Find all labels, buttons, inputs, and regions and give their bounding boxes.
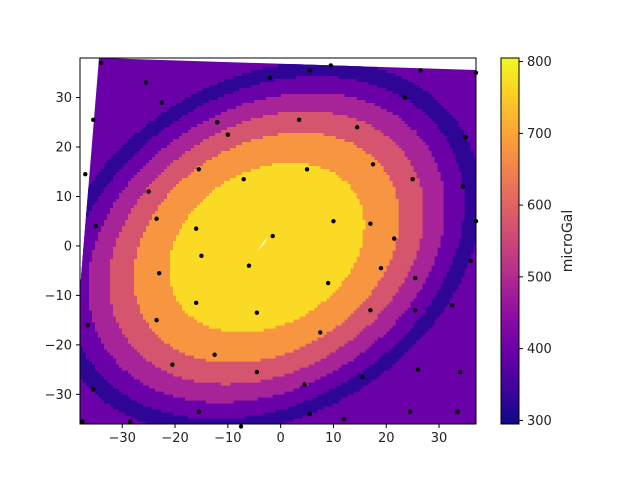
colorbar-tick-label: 500 — [527, 270, 552, 285]
station-point — [413, 276, 417, 280]
station-point — [247, 264, 251, 268]
station-point — [463, 135, 467, 139]
station-point — [410, 177, 414, 181]
station-point — [392, 236, 396, 240]
station-point — [360, 375, 364, 379]
colorbar-gradient — [501, 58, 519, 424]
station-point — [305, 167, 309, 171]
station-point — [215, 120, 219, 124]
x-tick-label: 20 — [378, 431, 395, 446]
station-point — [160, 100, 164, 104]
station-point — [154, 318, 158, 322]
station-point — [239, 424, 243, 428]
station-point — [197, 167, 201, 171]
station-point — [226, 132, 230, 136]
station-point — [194, 226, 198, 230]
station-point — [307, 68, 311, 72]
station-point — [408, 409, 412, 413]
y-tick-label: 20 — [55, 141, 72, 156]
station-point — [197, 409, 201, 413]
station-point — [368, 221, 372, 225]
x-tick-label: 10 — [325, 431, 342, 446]
station-point — [91, 118, 95, 122]
station-point — [413, 308, 417, 312]
station-point — [403, 95, 407, 99]
station-point — [154, 217, 158, 221]
station-point — [255, 370, 259, 374]
station-point — [268, 76, 272, 80]
colorbar-tick-label: 400 — [527, 342, 552, 357]
colorbar-label: microGal — [560, 210, 576, 273]
station-point — [329, 63, 333, 67]
station-point — [326, 281, 330, 285]
station-point — [99, 61, 103, 65]
station-point — [379, 266, 383, 270]
y-tick-label: −20 — [45, 338, 72, 353]
station-point — [212, 353, 216, 357]
station-point — [458, 370, 462, 374]
y-tick-label: −30 — [45, 388, 72, 403]
station-point — [80, 419, 84, 423]
colorbar-ticks: 300 400 500 600 700 800 — [519, 55, 552, 429]
station-point — [371, 162, 375, 166]
x-tick-label: −10 — [214, 431, 241, 446]
station-point — [86, 323, 90, 327]
station-point — [331, 219, 335, 223]
y-tick-label: −10 — [45, 289, 72, 304]
station-point — [255, 311, 259, 315]
x-tick-label: 0 — [276, 431, 284, 446]
station-point — [469, 259, 473, 263]
station-point — [91, 387, 95, 391]
y-axis: −30 −20 −10 0 10 20 30 — [45, 91, 80, 403]
station-point — [355, 125, 359, 129]
colorbar-tick-label: 300 — [527, 414, 552, 429]
station-point — [271, 234, 275, 238]
colorbar: 300 400 500 600 700 800 microGal — [501, 55, 576, 429]
colorbar-tick-label: 700 — [527, 127, 552, 142]
station-point — [83, 172, 87, 176]
station-point — [318, 330, 322, 334]
station-point — [418, 68, 422, 72]
x-tick-label: 30 — [431, 431, 448, 446]
x-tick-label: −20 — [161, 431, 188, 446]
station-point — [128, 419, 132, 423]
station-point — [342, 417, 346, 421]
station-point — [144, 81, 148, 85]
x-tick-label: −30 — [109, 431, 136, 446]
colorbar-tick-label: 800 — [527, 55, 552, 70]
station-point — [455, 409, 459, 413]
station-point — [94, 224, 98, 228]
station-point — [461, 184, 465, 188]
x-axis: −30 −20 −10 0 10 20 30 — [109, 424, 448, 446]
station-point — [307, 412, 311, 416]
station-point — [450, 303, 454, 307]
station-point — [297, 118, 301, 122]
colorbar-tick-label: 600 — [527, 199, 552, 214]
station-point — [194, 301, 198, 305]
station-point — [170, 362, 174, 366]
station-point — [241, 177, 245, 181]
station-point — [302, 382, 306, 386]
y-tick-label: 30 — [55, 91, 72, 106]
station-point — [368, 308, 372, 312]
station-point — [146, 189, 150, 193]
y-tick-label: 0 — [64, 239, 72, 254]
y-tick-label: 10 — [55, 190, 72, 205]
station-point — [416, 367, 420, 371]
station-point — [199, 254, 203, 258]
station-point — [157, 271, 161, 275]
